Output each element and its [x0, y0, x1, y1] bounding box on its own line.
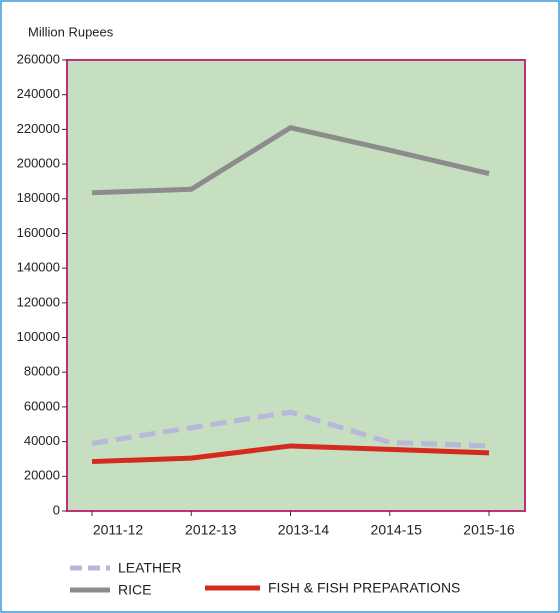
series-line: [91, 124, 490, 196]
x-tick-label: 2013-14: [278, 522, 330, 538]
legend-label: FISH & FISH PREPARATIONS: [268, 580, 460, 596]
x-tick-label: 2012-13: [185, 522, 237, 538]
legend-label: LEATHER: [118, 560, 182, 576]
y-tick-label: 120000: [17, 294, 60, 309]
y-tick-label: 140000: [17, 260, 60, 275]
y-tick-label: 260000: [17, 51, 60, 66]
x-tick-label: 2014-15: [371, 522, 423, 538]
y-tick-label: 200000: [17, 156, 60, 171]
x-tick-label: 2015-16: [463, 522, 515, 538]
y-axis-label: Million Rupees: [28, 24, 114, 39]
y-tick-label: 40000: [24, 433, 60, 448]
legend-label: RICE: [118, 582, 151, 598]
y-tick-label: 220000: [17, 121, 60, 136]
series-line: [91, 409, 490, 449]
series-line: [91, 443, 490, 465]
y-tick-label: 100000: [17, 329, 60, 344]
y-tick-label: 160000: [17, 225, 60, 240]
y-tick-label: 180000: [17, 190, 60, 205]
x-tick-label: 2011-12: [93, 522, 144, 538]
y-tick-label: 240000: [17, 86, 60, 101]
y-tick-label: 0: [53, 502, 60, 517]
y-tick-label: 20000: [24, 468, 60, 483]
y-tick-label: 60000: [24, 398, 60, 413]
y-tick-label: 80000: [24, 364, 60, 379]
